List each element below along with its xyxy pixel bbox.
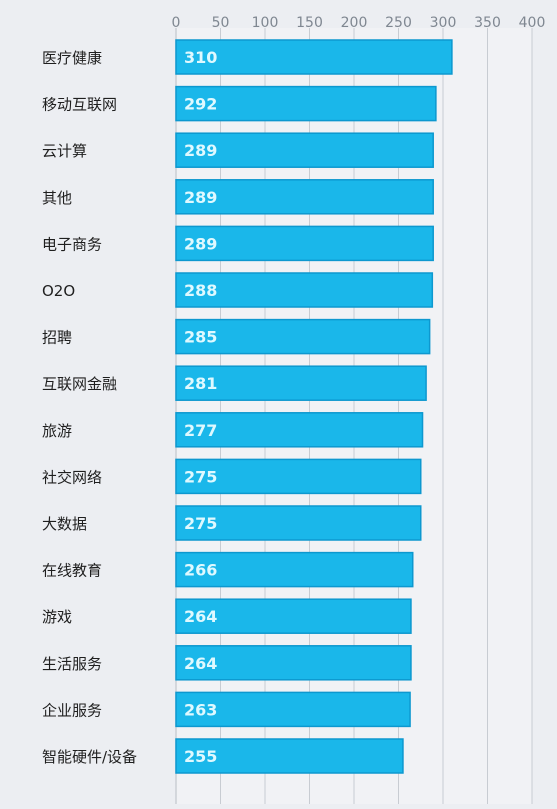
category-label-11: 大数据 [42, 515, 87, 533]
category-label-15: 企业服务 [42, 701, 102, 719]
category-label-7: 招聘 [42, 329, 72, 347]
category-label-3: 云计算 [42, 142, 87, 160]
category-label-13: 游戏 [42, 608, 72, 626]
bar-6 [175, 272, 434, 308]
category-label-9: 旅游 [42, 422, 72, 440]
bar-7 [175, 318, 431, 355]
x-tick-label-200: 200 [341, 15, 368, 31]
bar-value-label-12: 266 [184, 561, 217, 580]
x-tick-label-50: 50 [212, 15, 230, 31]
bar-value-label-4: 289 [184, 188, 217, 207]
bar-10 [175, 458, 422, 495]
category-label-4: 其他 [42, 189, 72, 207]
category-label-2: 移动互联网 [42, 96, 117, 114]
bar-value-label-7: 285 [184, 328, 217, 347]
bar-value-label-16: 255 [184, 747, 217, 766]
category-label-14: 生活服务 [42, 655, 102, 673]
bar-8 [175, 365, 427, 401]
category-label-16: 智能硬件/设备 [42, 748, 137, 766]
category-label-10: 社交网络 [42, 468, 102, 486]
bar-layer: 310 292 289 289 289 288 285 281 277 275 275 266 264 2… [175, 39, 453, 774]
bar-11 [175, 505, 422, 541]
bar-2 [175, 85, 437, 122]
bar-4 [175, 179, 434, 215]
x-tick-label-250: 250 [385, 15, 412, 31]
x-tick-label-100: 100 [252, 15, 279, 31]
bar-value-label-13: 264 [184, 607, 217, 626]
bar-5 [175, 225, 434, 262]
bar-12 [175, 551, 414, 588]
bar-value-label-1: 310 [184, 48, 217, 67]
x-tick-label-350: 350 [474, 15, 501, 31]
bar-value-label-11: 275 [184, 514, 217, 533]
bar-1 [175, 39, 453, 75]
category-label-1: 医疗健康 [42, 49, 102, 67]
bar-13 [175, 598, 412, 634]
category-label-5: 电子商务 [42, 235, 102, 253]
category-label-6: O2O [42, 282, 75, 300]
category-label-8: 互联网金融 [42, 375, 117, 393]
x-tick-label-400: 400 [519, 15, 546, 31]
bar-value-label-10: 275 [184, 467, 217, 486]
bar-value-label-15: 263 [184, 700, 217, 719]
x-tick-label-0: 0 [172, 15, 181, 31]
bar-value-label-8: 281 [184, 374, 217, 393]
bar-value-label-9: 277 [184, 421, 217, 440]
bar-3 [175, 132, 434, 168]
bar-value-label-6: 288 [184, 281, 217, 300]
x-tick-label-300: 300 [430, 15, 457, 31]
bar-14 [175, 645, 412, 681]
bar-16 [175, 738, 404, 774]
bar-value-label-2: 292 [184, 95, 217, 114]
bar-9 [175, 412, 424, 448]
x-tick-label-150: 150 [296, 15, 323, 31]
category-label-12: 在线教育 [42, 562, 102, 580]
x-tick-layer: 0 50 100 150 200 250 300 350 400 [172, 15, 546, 31]
bar-value-label-5: 289 [184, 234, 217, 253]
bar-15 [175, 691, 411, 728]
bar-value-label-3: 289 [184, 141, 217, 160]
bar-value-label-14: 264 [184, 654, 217, 673]
